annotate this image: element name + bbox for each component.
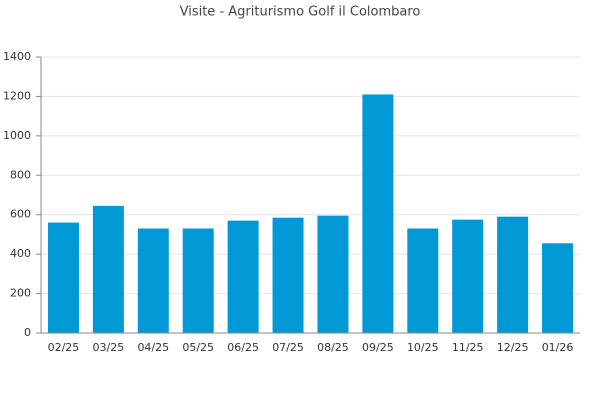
bar — [182, 228, 214, 333]
x-tick-label: 10/25 — [407, 341, 439, 354]
x-tick-label: 08/25 — [317, 341, 349, 354]
x-tick-label: 11/25 — [452, 341, 484, 354]
chart-title: Visite - Agriturismo Golf il Colombaro — [180, 5, 421, 20]
bar — [452, 219, 484, 333]
y-tick-label: 400 — [10, 247, 31, 260]
y-tick-label: 600 — [10, 208, 31, 221]
y-tick-label: 0 — [24, 326, 31, 339]
bar — [317, 215, 349, 333]
bar — [47, 222, 79, 333]
x-tick-label: 07/25 — [272, 341, 304, 354]
bar — [272, 217, 304, 333]
x-tick-label: 04/25 — [137, 341, 169, 354]
bar — [92, 205, 124, 333]
y-tick-label: 1000 — [3, 129, 31, 142]
bar — [407, 228, 439, 333]
bar — [542, 243, 574, 333]
bar — [362, 94, 394, 333]
y-tick-label: 1400 — [3, 50, 31, 63]
x-tick-label: 01/26 — [542, 341, 574, 354]
x-tick-label: 06/25 — [227, 341, 259, 354]
bar — [227, 220, 259, 333]
y-tick-label: 1200 — [3, 89, 31, 102]
x-tick-label: 05/25 — [182, 341, 214, 354]
bar — [497, 216, 529, 333]
x-tick-label: 09/25 — [362, 341, 394, 354]
bar — [137, 228, 169, 333]
x-tick-label: 02/25 — [48, 341, 80, 354]
y-tick-label: 800 — [10, 168, 31, 181]
y-tick-label: 200 — [10, 287, 31, 300]
x-tick-label: 12/25 — [497, 341, 529, 354]
x-tick-label: 03/25 — [93, 341, 125, 354]
